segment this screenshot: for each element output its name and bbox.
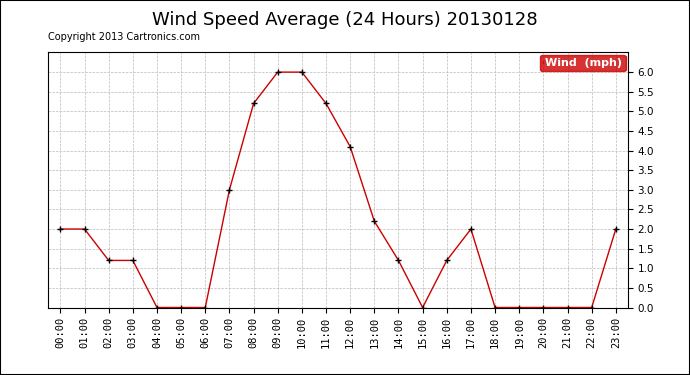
Text: Wind Speed Average (24 Hours) 20130128: Wind Speed Average (24 Hours) 20130128	[152, 11, 538, 29]
Legend: Wind  (mph): Wind (mph)	[540, 55, 626, 71]
Text: Copyright 2013 Cartronics.com: Copyright 2013 Cartronics.com	[48, 32, 200, 42]
